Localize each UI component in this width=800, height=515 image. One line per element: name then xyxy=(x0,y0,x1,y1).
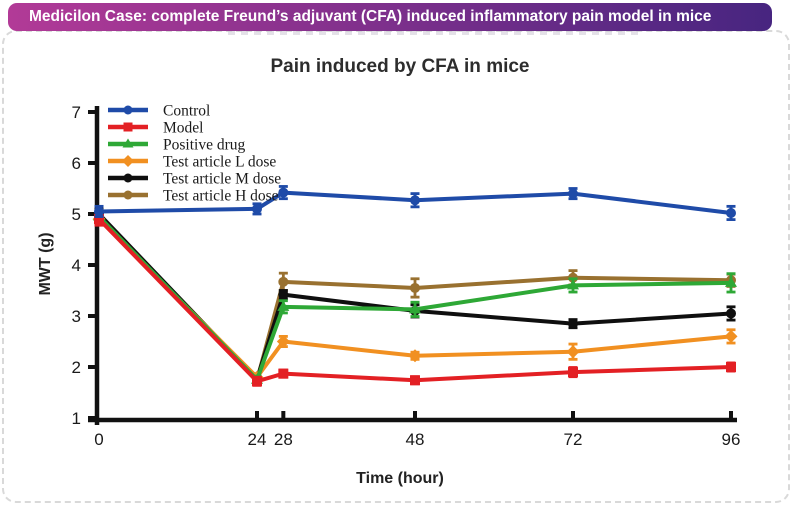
y-tick-label: 2 xyxy=(72,358,81,377)
banner-title: Medicilon Case: complete Freund’s adjuva… xyxy=(29,8,712,25)
legend-item-model: Model xyxy=(108,120,203,137)
x-tick-label: 72 xyxy=(564,430,583,449)
y-tick-label: 6 xyxy=(72,154,81,173)
legend-item-test-article-m-dose: Test article M dose xyxy=(108,171,281,188)
x-tick-label: 0 xyxy=(94,430,103,449)
y-tick-label: 3 xyxy=(72,307,81,326)
legend-label: Model xyxy=(163,120,203,137)
x-tick-label: 28 xyxy=(274,430,293,449)
legend-item-test-article-h-dose: Test article H dose xyxy=(108,188,279,205)
occluded-text-remnant xyxy=(228,31,640,35)
x-tick-label: 96 xyxy=(722,430,741,449)
axes: 0 24 28 48 72 96 1 2 3 4 5 6 7 xyxy=(72,103,741,449)
series-control xyxy=(94,185,736,222)
legend-label: Control xyxy=(163,103,210,120)
legend-label: Test article L dose xyxy=(163,154,276,171)
legend-label: Positive drug xyxy=(163,137,245,154)
x-axis-label: Time (hour) xyxy=(356,470,444,487)
banner: Medicilon Case: complete Freund’s adjuva… xyxy=(8,3,772,31)
y-tick-label: 4 xyxy=(72,256,81,275)
y-axis-label: MWT (g) xyxy=(37,232,54,296)
x-tick-label: 24 xyxy=(248,430,267,449)
legend-item-test-article-l-dose: Test article L dose xyxy=(108,154,276,171)
legend-item-positive-drug: Positive drug xyxy=(108,137,245,154)
y-tick-label: 1 xyxy=(72,409,81,428)
legend-item-control: Control xyxy=(108,103,210,120)
chart-title: Pain induced by CFA in mice xyxy=(270,56,530,77)
y-tick-label: 7 xyxy=(72,103,81,122)
y-tick-label: 5 xyxy=(72,205,81,224)
legend-label: Test article H dose xyxy=(163,188,279,205)
legend-label: Test article M dose xyxy=(163,171,281,188)
x-tick-label: 48 xyxy=(406,430,425,449)
